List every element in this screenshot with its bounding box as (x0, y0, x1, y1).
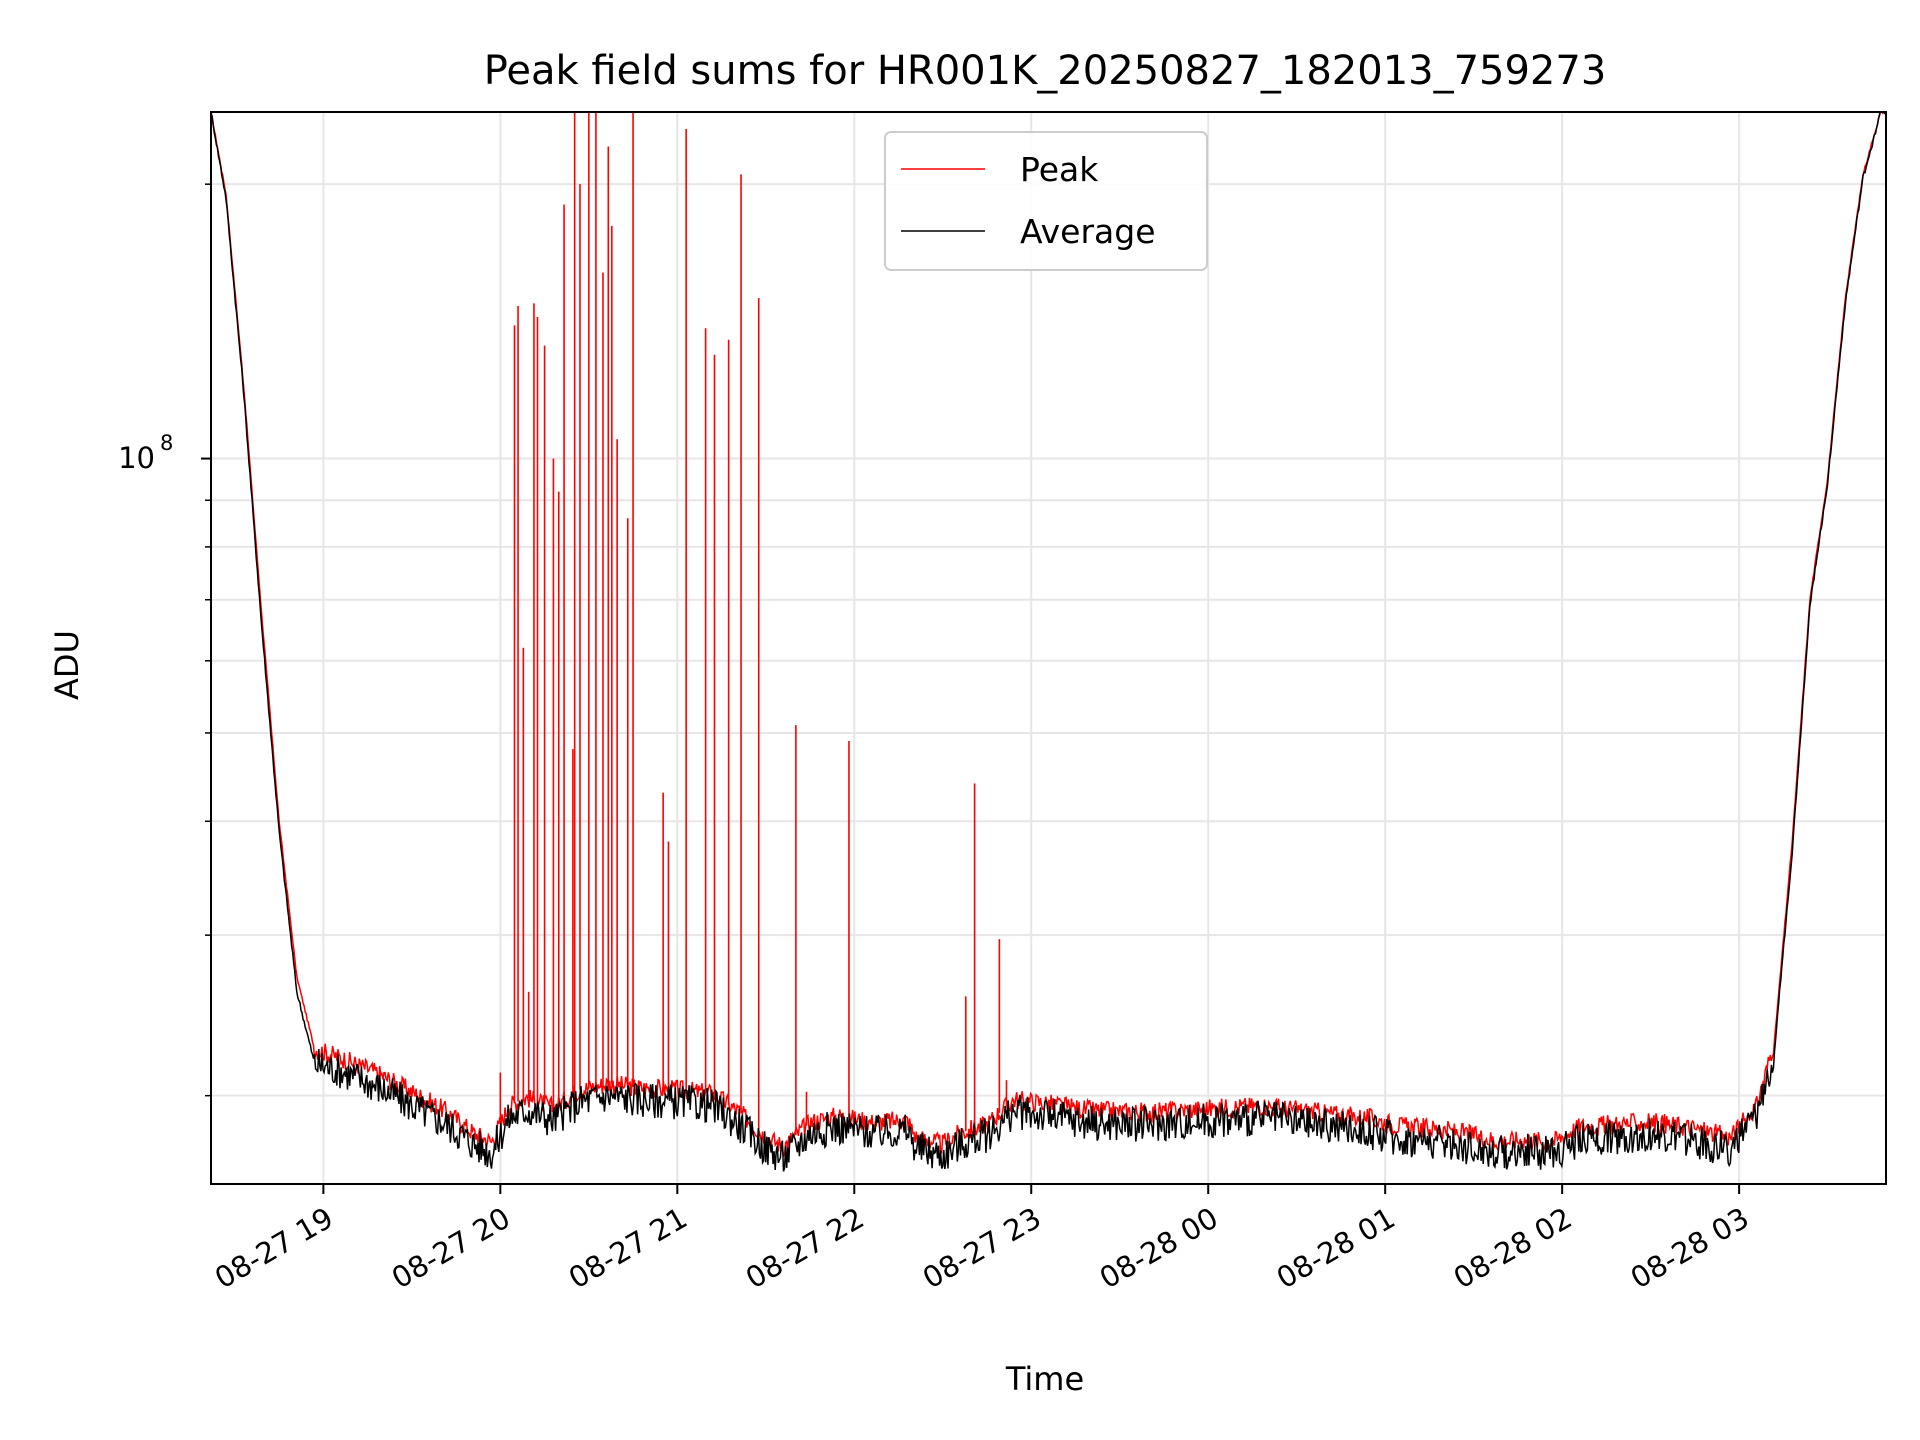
plot-frame (210, 111, 1887, 1185)
legend-average-label: Average (1020, 212, 1156, 251)
y-major-tick-label: 10 8 (118, 431, 173, 475)
legend-peak-label: Peak (1020, 150, 1099, 189)
plot-series (211, 112, 1886, 1172)
x-axis-label: Time (1005, 1360, 1084, 1398)
series-line-average (211, 112, 1886, 1172)
y-tick-label-base: 10 (118, 441, 155, 475)
legend: Peak Average (884, 131, 1208, 271)
legend-box (884, 131, 1208, 271)
y-axis-label: ADU (48, 630, 86, 700)
chart-title: Peak field sums for HR001K_20250827_1820… (484, 48, 1607, 94)
y-tick-label-exponent: 8 (160, 431, 173, 455)
